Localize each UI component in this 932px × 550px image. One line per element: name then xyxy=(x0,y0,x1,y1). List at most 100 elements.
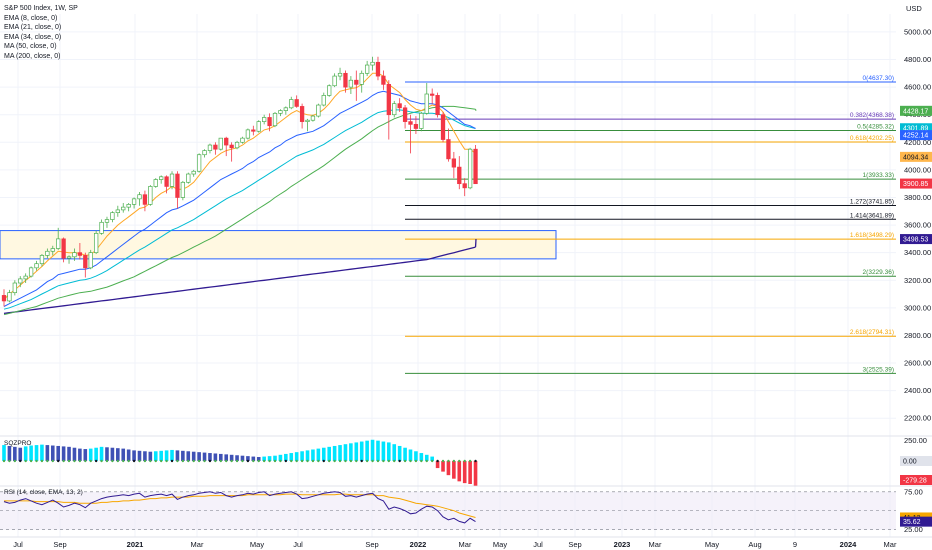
sqz-dot xyxy=(143,459,147,463)
candle-body xyxy=(18,278,23,284)
sqz-dot xyxy=(430,459,434,463)
sqz-bar xyxy=(441,461,445,472)
candle-body xyxy=(23,275,28,280)
time-tick-label: Mar xyxy=(884,540,897,549)
legend-ema21[interactable]: EMA (21, close, 0) xyxy=(4,24,62,32)
fib-label: 1.272(3741.85) xyxy=(850,199,894,206)
sqz-bar xyxy=(370,439,375,461)
candle-body xyxy=(83,255,88,269)
moving-averages xyxy=(3,72,477,316)
sqz-dot xyxy=(300,459,304,463)
sqz-bar xyxy=(164,450,169,461)
sqz-dot xyxy=(132,459,136,463)
sqz-bar xyxy=(7,445,12,461)
candle-body xyxy=(327,85,332,96)
sqz-dot xyxy=(67,459,71,463)
rsi-title[interactable]: RSI (14, close, EMA, 13, 2) xyxy=(4,489,83,496)
sqz-bar xyxy=(143,451,147,461)
fib-label: 0(4637.30) xyxy=(863,75,894,82)
price-tick-label: 4000.00 xyxy=(904,165,931,174)
candle-body xyxy=(186,173,191,183)
sqz-dot xyxy=(371,459,374,463)
sqz-dot xyxy=(181,459,185,463)
sqz-bar xyxy=(181,450,185,461)
time-tick-label: 9 xyxy=(793,540,797,549)
sqz-dot xyxy=(360,459,363,463)
candle-body xyxy=(137,194,142,200)
time-tick-label: 2024 xyxy=(840,540,858,549)
sqz-dot xyxy=(111,459,114,463)
sqz-bar xyxy=(191,451,196,461)
sqz-bar xyxy=(289,453,294,461)
sqz-bar xyxy=(430,456,434,461)
sqz-bar xyxy=(365,440,369,461)
sqz-bar xyxy=(235,455,239,461)
sqz-dot xyxy=(246,459,250,463)
candle-body xyxy=(299,106,305,122)
time-tick-label: May xyxy=(493,540,507,549)
sqz-dot xyxy=(333,459,336,463)
candle-body xyxy=(451,158,457,168)
sqz-dot xyxy=(393,459,396,463)
time-tick-label: Aug xyxy=(748,540,761,549)
sqz-dot xyxy=(474,459,477,463)
candle-body xyxy=(381,75,386,85)
candle-body xyxy=(446,139,451,160)
legend-ma50[interactable]: MA (50, close, 0) xyxy=(4,43,57,51)
sqz-dot xyxy=(19,459,22,463)
legend-ema8[interactable]: EMA (8, close, 0) xyxy=(4,14,58,22)
time-tick-label: Mar xyxy=(459,540,472,549)
sqz-dot xyxy=(187,459,190,463)
time-tick-label: Sep xyxy=(568,540,581,549)
price-tick-label: 2400.00 xyxy=(904,386,931,395)
sqz-dot xyxy=(51,459,54,463)
sqz-dot xyxy=(214,459,217,463)
candle-body xyxy=(457,166,462,185)
ema21-line xyxy=(3,90,476,307)
candle-body xyxy=(364,64,370,74)
price-badge: 4252.14 xyxy=(903,133,928,140)
time-axis[interactable]: Jul Sep 2021 Mar May Jul Sep 2022 Mar May Jul Sep 20… xyxy=(13,540,897,549)
sqz-bar xyxy=(457,461,462,482)
candle-body xyxy=(56,238,61,249)
sqz-bar xyxy=(278,454,283,461)
sqz-bar xyxy=(452,461,456,479)
sqz-bar xyxy=(435,461,440,469)
sqzpro-title[interactable]: SQZPRO xyxy=(4,440,32,447)
sqz-dot xyxy=(219,459,222,463)
sqz-bar xyxy=(83,449,88,461)
sqz-bar xyxy=(40,444,44,461)
candle-body xyxy=(148,186,153,205)
sqz-dot xyxy=(40,459,44,463)
ma200-line xyxy=(3,246,476,315)
sqz-bar xyxy=(327,446,331,461)
candle-body xyxy=(348,79,354,88)
candle-body xyxy=(191,170,196,175)
sqz-dot xyxy=(230,459,233,463)
price-tick-label: 3200.00 xyxy=(904,276,931,285)
sqz-bar xyxy=(208,453,212,461)
candle-body xyxy=(142,194,148,205)
sqz-bar xyxy=(392,444,397,461)
grid xyxy=(0,14,932,538)
sqz-bar xyxy=(338,445,342,461)
sqz-bar xyxy=(99,446,104,461)
sqz-dot xyxy=(257,459,260,463)
price-tick-label: 4200.00 xyxy=(904,138,931,147)
sqz-dot xyxy=(420,459,423,463)
sqz-bar xyxy=(110,447,115,461)
candle-body xyxy=(104,219,110,223)
sqz-dot xyxy=(176,459,179,463)
candlestick-series xyxy=(1,56,478,307)
candle-body xyxy=(39,255,45,265)
time-tick-label: Mar xyxy=(191,540,204,549)
legend-ma200[interactable]: MA (200, close, 0) xyxy=(4,52,61,60)
candle-body xyxy=(283,107,288,111)
candle-body xyxy=(153,179,158,187)
rsi-value-badge: 35.62 xyxy=(903,519,921,526)
sqz-dot xyxy=(100,459,103,463)
fib-label: 0.5(4285.32) xyxy=(857,124,894,131)
legend-ema34[interactable]: EMA (34, close, 0) xyxy=(4,33,62,41)
sqz-dot xyxy=(463,459,466,463)
